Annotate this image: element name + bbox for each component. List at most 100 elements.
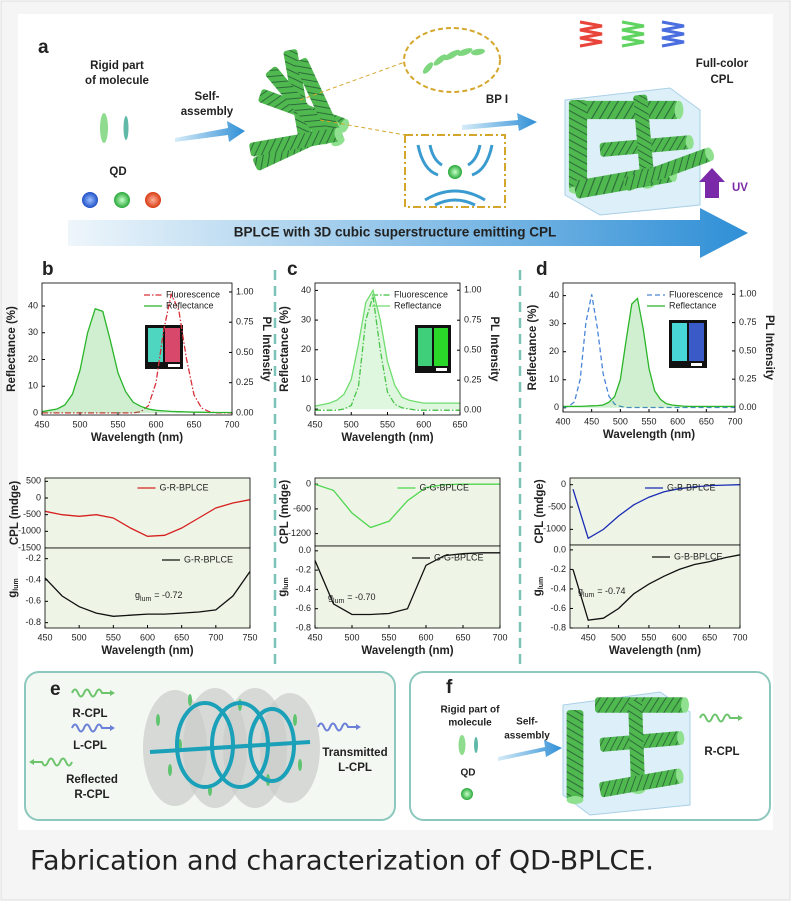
annotation-sub: lum [333,598,344,605]
y-tick-label: -0.8 [295,622,311,632]
legend-label: G-G-BPLCE [434,552,484,562]
y-tick-label: -0.4 [295,584,311,594]
legend-label: G-B-BPLCE [674,551,723,561]
y-tick-label: 0 [36,492,41,502]
x-tick-label: 400 [555,416,570,426]
y-axis-label-sub: lum [283,577,290,589]
rigid-text: molecule [448,718,492,729]
panel-label: b [42,259,54,280]
qd-dot [145,192,161,208]
x-tick-label: 450 [37,632,52,642]
y2-tick-label: 0.00 [236,407,254,417]
r-cpl-text: R-CPL [704,746,739,758]
y-tick-label: 20 [28,354,38,364]
legend-label: Fluorescence [669,289,723,299]
y-axis-label: Reflectance (%) [6,306,18,392]
y-tick-label: -1000 [18,526,41,536]
x-tick-label: 550 [106,632,121,642]
legend-label: Fluorescence [166,289,220,299]
bp-text: BP I [486,94,508,106]
y2-axis-label: PL Intensity [488,317,500,383]
page: a Rigid part of molecule QD Self- assemb… [0,0,791,901]
y-tick-label: -600 [293,503,311,513]
y-tick-label: 0 [306,479,311,489]
y-tick-label: 0 [554,402,559,412]
x-axis-label: Wavelength (nm) [603,429,695,441]
y2-tick-label: 0.75 [739,317,757,327]
y-tick-label: 40 [28,300,38,310]
y-tick-label: 0 [306,403,311,413]
r-cpl-text: R-CPL [72,708,107,720]
x-axis-label: Wavelength (nm) [101,645,193,657]
y-tick-label: 40 [301,285,311,295]
reflected-text: R-CPL [74,789,109,801]
y-tick-label: -0.4 [550,583,566,593]
annotation-rest: = -0.70 [347,592,375,602]
y-tick-label: -0.6 [295,603,311,613]
inset-photo [669,320,707,368]
l-cpl-text: L-CPL [73,740,107,752]
full-color-text: Full-color [696,58,749,70]
y2-tick-label: 1.00 [739,289,757,299]
y-axis-label: Reflectance (%) [527,305,539,391]
y-tick-label: 500 [26,476,41,486]
x-tick-label: 550 [381,632,396,642]
y-tick-label: -1200 [288,528,311,538]
molecule-icon [459,735,466,755]
qd-dot [82,192,98,208]
legend-label: Reflectance [394,300,442,310]
y-tick-label: 10 [301,374,311,384]
x-tick-label: 700 [208,632,223,642]
x-tick-label: 550 [380,419,395,429]
panel-label: f [446,677,453,698]
y-tick-label: -0.2 [295,564,311,574]
x-tick-label: 600 [418,632,433,642]
x-tick-label: 500 [72,632,87,642]
y-axis-label-sub: lum [538,577,545,589]
y2-tick-label: 0.25 [739,374,757,384]
molecule-icon [100,113,108,143]
legend-label: Reflectance [669,300,717,310]
y-tick-label: 30 [28,327,38,337]
legend-label: G-G-BPLCE [420,482,470,492]
y-tick-label: 0.0 [298,545,311,555]
rigid-text: Rigid part [90,60,144,72]
molecule-icon [124,116,129,140]
y2-tick-label: 0.00 [739,402,757,412]
y-tick-label: 30 [301,314,311,324]
y2-tick-label: 0.25 [236,377,254,387]
legend-label: G-R-BPLCE [160,482,209,492]
annotation-rest: = -0.74 [597,586,625,596]
legend-label: Fluorescence [394,289,448,299]
x-tick-label: 700 [492,632,507,642]
y-tick-label: -500 [23,509,41,519]
full-color-text: CPL [711,74,734,86]
x-tick-label: 650 [452,419,467,429]
transmitted-text: L-CPL [338,762,372,774]
annotation-sub: lum [583,592,594,599]
cubic-superstructure [563,692,690,815]
rigid-text: of molecule [85,75,149,87]
y2-tick-label: 0.00 [464,405,482,415]
y2-axis-label: PL Intensity [260,317,272,383]
panel-label: e [50,679,61,700]
x-axis-label: Wavelength (nm) [609,645,701,657]
y-tick-label: 0.0 [553,544,566,554]
x-tick-label: 650 [186,419,201,429]
x-tick-label: 500 [72,419,87,429]
x-tick-label: 600 [140,632,155,642]
y-tick-label: 40 [549,290,559,300]
y-tick-label: -0.6 [550,603,566,613]
y-axis-label: CPL (mdge) [9,481,21,545]
figure-card: a Rigid part of molecule QD Self- assemb… [0,0,791,901]
legend-label: Reflectance [166,300,214,310]
x-tick-label: 650 [174,632,189,642]
x-tick-label: 650 [455,632,470,642]
x-tick-label: 650 [702,632,717,642]
y-tick-label: -0.6 [25,596,41,606]
panel-f: f Rigid part of molecule QD Self- assemb… [410,672,770,820]
panel-e: e R-CPL L-CPL Reflected R-CPL Transmitte… [25,672,395,820]
y-axis-label: Reflectance (%) [279,306,291,392]
qd-dot [448,165,462,179]
x-tick-label: 600 [672,632,687,642]
